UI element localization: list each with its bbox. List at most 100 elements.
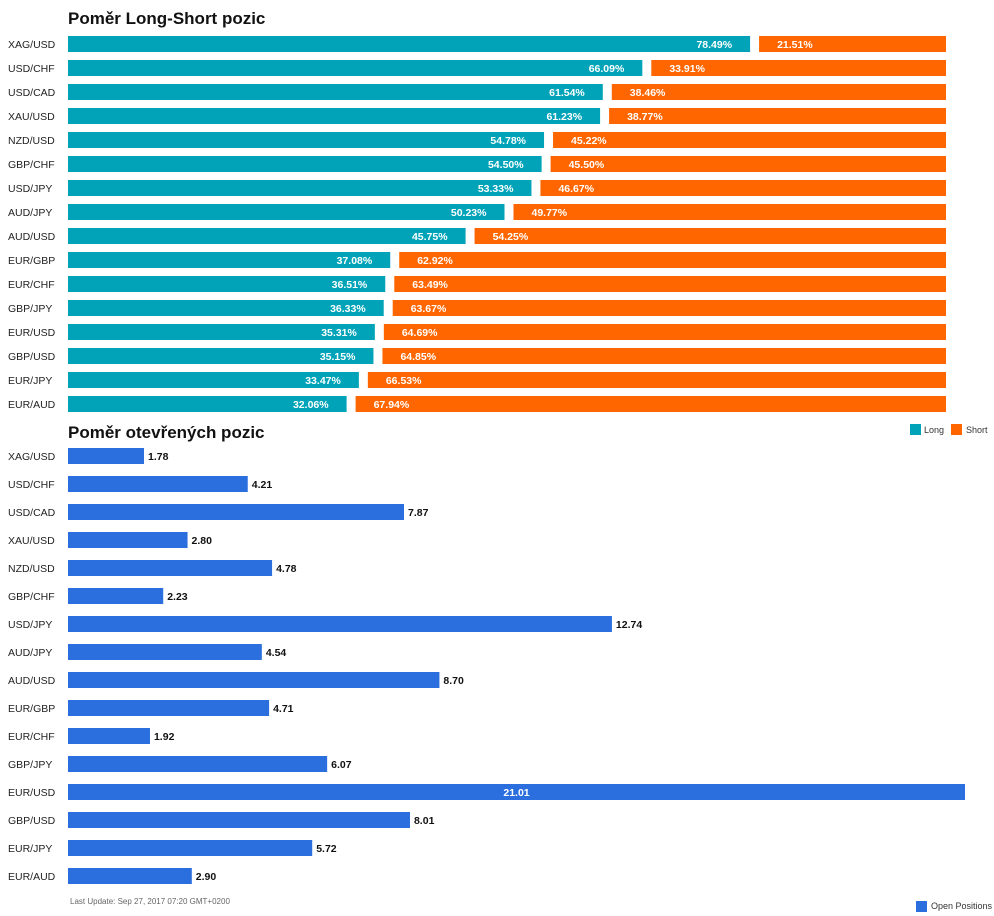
open-positions-bar-eur-aud[interactable] [68, 868, 192, 884]
category-label: USD/CHF [8, 63, 55, 75]
short-bar-usd-chf[interactable] [651, 60, 946, 76]
long-bar-gbp-chf[interactable] [68, 156, 542, 172]
long-bar-eur-jpy[interactable] [68, 372, 359, 388]
legend-label-open-positions: Open Positions [931, 901, 993, 911]
short-value-label: 67.94% [374, 399, 410, 411]
open-positions-bar-usd-cad[interactable] [68, 504, 405, 520]
category-label: EUR/GBP [8, 703, 55, 715]
open-positions-bar-eur-usd[interactable] [68, 784, 965, 800]
category-label: EUR/AUD [8, 871, 56, 883]
open-positions-legend: Open Positions [916, 901, 993, 912]
open-positions-chart-title: Poměr otevřených pozic [68, 423, 265, 442]
category-label: EUR/AUD [8, 399, 56, 411]
category-label: GBP/USD [8, 351, 56, 363]
long-bar-eur-chf[interactable] [68, 276, 386, 292]
open-positions-bar-eur-jpy[interactable] [68, 840, 313, 856]
short-bar-usd-jpy[interactable] [540, 180, 946, 196]
open-positions-value-label: 1.92 [154, 731, 175, 743]
long-value-label: 36.51% [332, 279, 368, 291]
long-short-chart-title: Poměr Long-Short pozic [68, 9, 265, 28]
short-bar-nzd-usd[interactable] [553, 132, 946, 148]
short-bar-aud-jpy[interactable] [513, 204, 946, 220]
open-positions-bar-nzd-usd[interactable] [68, 560, 273, 576]
category-label: XAU/USD [8, 111, 55, 123]
category-label: EUR/JPY [8, 375, 52, 387]
long-bar-xag-usd[interactable] [68, 36, 751, 52]
open-positions-value-label: 4.78 [276, 563, 297, 575]
legend-swatch-open-positions [916, 901, 927, 912]
long-value-label: 32.06% [293, 399, 329, 411]
long-value-label: 37.08% [337, 255, 373, 267]
open-positions-bar-usd-chf[interactable] [68, 476, 248, 492]
long-bar-usd-chf[interactable] [68, 60, 643, 76]
short-bar-usd-cad[interactable] [611, 84, 946, 100]
open-positions-bar-eur-gbp[interactable] [68, 700, 270, 716]
long-value-label: 33.47% [305, 375, 341, 387]
open-positions-bar-xau-usd[interactable] [68, 532, 188, 548]
category-label: AUD/USD [8, 231, 56, 243]
short-bar-xag-usd[interactable] [759, 36, 946, 52]
short-value-label: 63.67% [411, 303, 447, 315]
short-value-label: 49.77% [531, 207, 567, 219]
long-value-label: 54.78% [490, 135, 526, 147]
open-positions-bar-usd-jpy[interactable] [68, 616, 612, 632]
open-positions-bar-xag-usd[interactable] [68, 448, 144, 464]
open-positions-bar-gbp-jpy[interactable] [68, 756, 328, 772]
long-value-label: 61.54% [549, 87, 585, 99]
long-bar-eur-usd[interactable] [68, 324, 375, 340]
short-value-label: 33.91% [669, 63, 705, 75]
category-label: GBP/CHF [8, 159, 55, 171]
category-label: EUR/CHF [8, 731, 55, 743]
short-bar-eur-gbp[interactable] [399, 252, 946, 268]
short-bar-gbp-jpy[interactable] [392, 300, 946, 316]
long-bar-eur-aud[interactable] [68, 396, 347, 412]
open-positions-value-label: 7.87 [408, 507, 429, 519]
open-positions-value-label: 8.70 [443, 675, 464, 687]
short-bar-eur-chf[interactable] [394, 276, 946, 292]
open-positions-value-label: 2.23 [167, 591, 188, 603]
long-value-label: 50.23% [451, 207, 487, 219]
long-value-label: 61.23% [546, 111, 582, 123]
long-bar-aud-jpy[interactable] [68, 204, 505, 220]
open-positions-bar-eur-chf[interactable] [68, 728, 150, 744]
long-bar-gbp-jpy[interactable] [68, 300, 384, 316]
short-value-label: 66.53% [386, 375, 422, 387]
long-bar-usd-cad[interactable] [68, 84, 603, 100]
category-label: XAG/USD [8, 451, 56, 463]
category-label: GBP/JPY [8, 303, 52, 315]
category-label: USD/CHF [8, 479, 55, 491]
category-label: AUD/JPY [8, 207, 52, 219]
long-bar-gbp-usd[interactable] [68, 348, 374, 364]
short-bar-eur-jpy[interactable] [367, 372, 946, 388]
open-positions-value-label: 8.01 [414, 815, 435, 827]
open-positions-bar-gbp-chf[interactable] [68, 588, 164, 604]
short-bar-gbp-chf[interactable] [550, 156, 946, 172]
open-positions-value-label: 5.72 [316, 843, 337, 855]
long-bar-nzd-usd[interactable] [68, 132, 545, 148]
short-value-label: 38.46% [630, 87, 666, 99]
short-bar-gbp-usd[interactable] [382, 348, 946, 364]
long-short-legend: Long Short [910, 424, 988, 435]
open-positions-bar-gbp-usd[interactable] [68, 812, 410, 828]
open-positions-bar-aud-jpy[interactable] [68, 644, 262, 660]
category-label: EUR/GBP [8, 255, 55, 267]
short-bar-eur-aud[interactable] [355, 396, 946, 412]
short-value-label: 64.69% [402, 327, 438, 339]
short-value-label: 21.51% [777, 39, 813, 51]
short-bar-aud-usd[interactable] [474, 228, 946, 244]
open-positions-value-label: 4.71 [273, 703, 294, 715]
open-positions-value-label: 4.21 [252, 479, 273, 491]
legend-label-short: Short [966, 425, 988, 435]
long-bar-eur-gbp[interactable] [68, 252, 391, 268]
open-positions-bar-aud-usd[interactable] [68, 672, 440, 688]
long-value-label: 36.33% [330, 303, 366, 315]
long-bar-aud-usd[interactable] [68, 228, 466, 244]
long-bar-usd-jpy[interactable] [68, 180, 532, 196]
category-label: USD/CAD [8, 507, 56, 519]
long-short-chart: XAG/USD 78.49% 21.51% USD/CHF 66.09% 33.91% US… [8, 36, 947, 412]
long-bar-xau-usd[interactable] [68, 108, 601, 124]
short-bar-eur-usd[interactable] [383, 324, 947, 340]
short-value-label: 45.22% [571, 135, 607, 147]
long-value-label: 53.33% [478, 183, 514, 195]
short-bar-xau-usd[interactable] [609, 108, 946, 124]
